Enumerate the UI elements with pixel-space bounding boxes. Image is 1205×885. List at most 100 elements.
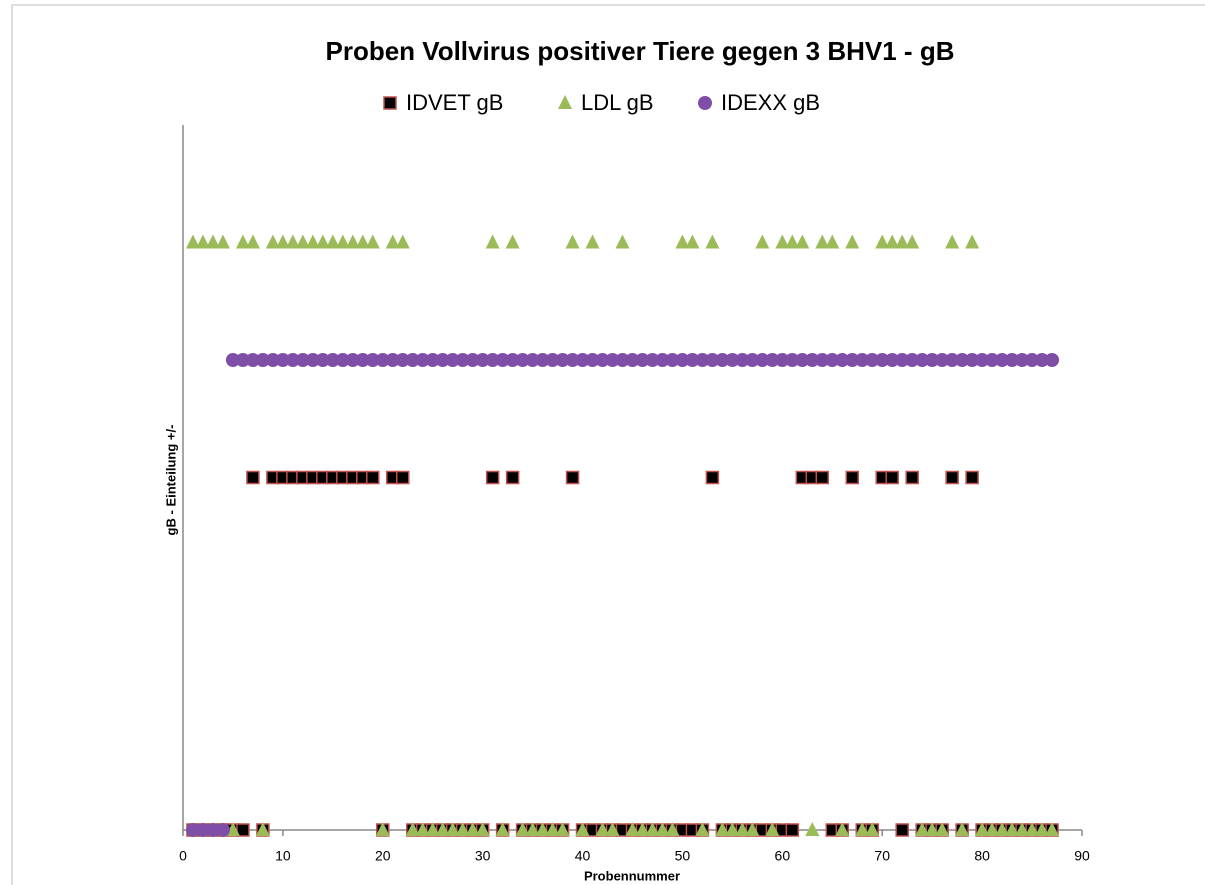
point: [945, 234, 960, 249]
point: [955, 822, 970, 836]
point: [365, 234, 380, 249]
point: [255, 353, 270, 367]
point: [195, 234, 210, 249]
x-tick-label: 60: [775, 848, 791, 864]
point: [255, 822, 270, 836]
point: [1005, 353, 1020, 367]
point: [1035, 353, 1050, 367]
point: [1045, 353, 1060, 367]
point: [845, 234, 860, 249]
point: [865, 822, 880, 836]
point: [395, 353, 410, 367]
point: [455, 822, 470, 836]
point: [675, 234, 690, 249]
point: [855, 822, 870, 836]
point: [505, 234, 520, 249]
legend-marker: [698, 96, 712, 110]
point: [725, 822, 740, 836]
x-tick-label: 10: [275, 848, 291, 864]
point: [365, 353, 380, 367]
point: [765, 353, 780, 367]
point: [515, 353, 530, 367]
point: [845, 470, 860, 485]
x-axis-label: Probennummer: [584, 868, 680, 883]
point: [715, 353, 730, 367]
point: [375, 353, 390, 367]
point: [965, 353, 980, 367]
point: [525, 353, 540, 367]
legend-label: IDEXX gB: [721, 90, 820, 115]
point: [475, 353, 490, 367]
point: [366, 470, 380, 485]
point: [785, 234, 800, 249]
point: [585, 353, 600, 367]
point: [1005, 822, 1020, 836]
point: [335, 234, 350, 249]
point: [805, 353, 820, 367]
point: [605, 822, 620, 836]
x-tick-label: 90: [1074, 848, 1090, 864]
point: [995, 353, 1010, 367]
point: [945, 470, 959, 485]
point: [985, 822, 1000, 836]
point: [995, 822, 1010, 836]
point: [395, 234, 410, 249]
point: [735, 353, 750, 367]
point: [905, 234, 920, 249]
point: [615, 353, 630, 367]
point: [355, 234, 370, 249]
y-axis-label: gB - Einteilung +/-: [163, 425, 178, 536]
point: [745, 822, 760, 836]
legend-label: LDL gB: [581, 90, 654, 115]
point: [875, 353, 890, 367]
point: [285, 353, 300, 367]
point: [885, 234, 900, 249]
point: [385, 353, 400, 367]
point: [385, 234, 400, 249]
point: [695, 822, 710, 836]
point: [815, 234, 830, 249]
point: [595, 822, 610, 836]
x-tick-label: 50: [675, 848, 691, 864]
point: [345, 234, 360, 249]
point: [855, 353, 870, 367]
point: [315, 234, 330, 249]
point: [665, 822, 680, 836]
point: [275, 353, 290, 367]
point: [685, 234, 700, 249]
point: [1035, 822, 1050, 836]
point: [425, 353, 440, 367]
point: [415, 353, 430, 367]
point: [585, 234, 600, 249]
point: [185, 823, 200, 837]
chart-title: Proben Vollvirus positiver Tiere gegen 3…: [326, 36, 955, 66]
legend-label: IDVET gB: [406, 90, 503, 115]
point: [965, 470, 979, 485]
point: [575, 822, 590, 836]
point: [565, 234, 580, 249]
point: [795, 234, 810, 249]
point: [905, 353, 920, 367]
point: [755, 353, 770, 367]
point: [205, 823, 220, 837]
point: [565, 470, 580, 485]
point: [635, 353, 650, 367]
point: [495, 822, 510, 836]
point: [355, 353, 370, 367]
point: [705, 470, 720, 485]
point: [485, 470, 500, 485]
point: [815, 470, 830, 485]
point: [215, 234, 230, 249]
point: [275, 234, 290, 249]
point: [565, 353, 580, 367]
point: [515, 822, 530, 836]
point: [485, 234, 500, 249]
point: [525, 822, 540, 836]
x-tick-label: 80: [974, 848, 990, 864]
point: [555, 353, 570, 367]
point: [615, 234, 630, 249]
point: [825, 234, 840, 249]
point: [645, 822, 660, 836]
point: [195, 823, 210, 837]
legend-marker: [383, 96, 397, 110]
